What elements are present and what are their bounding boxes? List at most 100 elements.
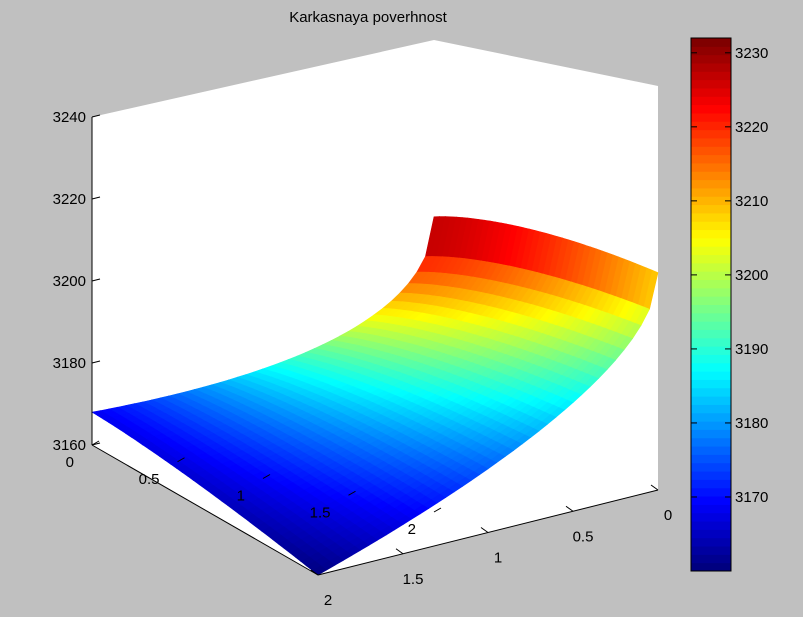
z-tick-label: 3220: [53, 191, 86, 208]
y-tick-mark: [177, 457, 185, 463]
colorbar-cell: [691, 187, 731, 197]
colorbar-tick-label: 3200: [735, 267, 768, 284]
x-tick-label: 0.5: [573, 528, 594, 545]
colorbar-tick-label: 3210: [735, 193, 768, 210]
colorbar-cell: [691, 196, 731, 206]
colorbar-cell: [691, 162, 731, 172]
z-tick-mark: [91, 360, 101, 364]
colorbar-cell: [691, 371, 731, 380]
y-tick-label: 1: [237, 488, 245, 505]
colorbar-cell: [691, 271, 731, 281]
y-tick-mark: [91, 440, 100, 446]
z-tick-label: 3160: [53, 437, 86, 454]
x-tick-label: 0: [664, 507, 672, 524]
colorbar-cell: [691, 412, 731, 422]
colorbar-cell: [691, 562, 731, 572]
colorbar-cell: [691, 537, 731, 547]
y-tick-mark: [348, 490, 356, 496]
colorbar-cell: [691, 296, 731, 305]
colorbar-cell: [691, 237, 731, 247]
colorbar-cell: [691, 254, 731, 264]
colorbar-cell: [691, 429, 731, 439]
colorbar-cell: [691, 87, 731, 97]
colorbar-cell: [691, 504, 731, 514]
colorbar-cell: [691, 71, 731, 81]
colorbar-cell: [691, 54, 731, 64]
colorbar-cell: [691, 79, 731, 89]
y-tick-label: 2: [408, 521, 416, 538]
colorbar-cell: [691, 404, 731, 414]
colorbar-cell: [691, 137, 731, 147]
x-tick-label: 2: [324, 592, 332, 609]
colorbar: 3170 3180 3190 3200 3210 3220 3230: [690, 37, 768, 572]
colorbar-cell: [691, 479, 731, 489]
colorbar-cell: [691, 462, 731, 472]
x-tick-label: 1: [494, 550, 502, 567]
chart-title: Karkasnaya poverhnost: [289, 9, 447, 26]
colorbar-cell: [691, 346, 731, 355]
colorbar-cell: [691, 396, 731, 405]
colorbar-cell: [691, 221, 731, 231]
colorbar-cell: [691, 437, 731, 447]
colorbar-cell: [691, 512, 731, 522]
colorbar-cell: [691, 62, 731, 72]
z-tick-mark: [91, 278, 101, 282]
surface-patches: [91, 216, 659, 576]
colorbar-cell: [691, 321, 731, 330]
colorbar-tick-label: 3180: [735, 415, 768, 432]
x-tick-mark: [480, 527, 489, 533]
colorbar-cell: [691, 204, 731, 214]
y-tick-label: 0.5: [139, 471, 160, 488]
colorbar-cell: [691, 121, 731, 131]
colorbar-cell: [691, 362, 731, 372]
x-tick-mark: [395, 548, 404, 555]
colorbar-cell: [691, 329, 731, 339]
x-tick-label: 1.5: [403, 571, 424, 588]
colorbar-cell: [691, 129, 731, 139]
colorbar-cell: [691, 521, 731, 530]
y-tick-mark: [262, 474, 271, 479]
colorbar-cell: [691, 446, 731, 455]
colorbar-cell: [691, 354, 731, 364]
z-tick-label: 3200: [53, 273, 86, 290]
colorbar-cell: [691, 529, 731, 539]
colorbar-cell: [691, 487, 731, 497]
colorbar-tick-label: 3170: [735, 489, 768, 506]
colorbar-cell: [691, 421, 731, 430]
z-tick-mark: [91, 196, 101, 200]
x-tick-mark: [310, 569, 319, 576]
z-axis-ticks: 3160 3180 3200 3220 3240: [53, 109, 101, 454]
colorbar-cell: [691, 387, 731, 397]
z-tick-mark: [91, 114, 101, 118]
colorbar-cell: [691, 312, 731, 322]
y-axis-ticks: 0 0.5 1 1.5 2: [66, 440, 442, 538]
colorbar-cell: [691, 212, 731, 222]
colorbar-frame: [690, 37, 732, 572]
y-tick-label: 0: [66, 454, 74, 471]
colorbar-cell: [691, 38, 731, 47]
colorbar-cell: [691, 146, 731, 156]
colorbar-cell: [691, 179, 731, 189]
colorbar-cell: [691, 454, 731, 464]
z-tick-label: 3240: [53, 109, 86, 126]
y-tick-mark: [433, 507, 442, 513]
colorbar-cell: [691, 379, 731, 389]
x-axis-ticks: 0 0.5 1 1.5 2: [310, 484, 672, 609]
colorbar-cell: [691, 337, 731, 347]
colorbar-cell: [691, 496, 731, 505]
colorbar-cell: [691, 546, 731, 555]
colorbar-cell: [691, 471, 731, 480]
y-axis-line: [91, 444, 319, 576]
colorbar-tick-label: 3230: [735, 45, 768, 62]
colorbar-tick-label: 3220: [735, 119, 768, 136]
x-tick-mark: [565, 505, 574, 512]
z-tick-label: 3180: [53, 355, 86, 372]
colorbar-cell: [691, 154, 731, 164]
colorbar-cell: [691, 554, 731, 564]
colorbar-cell: [691, 96, 731, 106]
x-tick-mark: [650, 484, 659, 491]
colorbar-cell: [691, 262, 731, 272]
colorbar-cell: [691, 104, 731, 114]
colorbar-cell: [691, 287, 731, 297]
